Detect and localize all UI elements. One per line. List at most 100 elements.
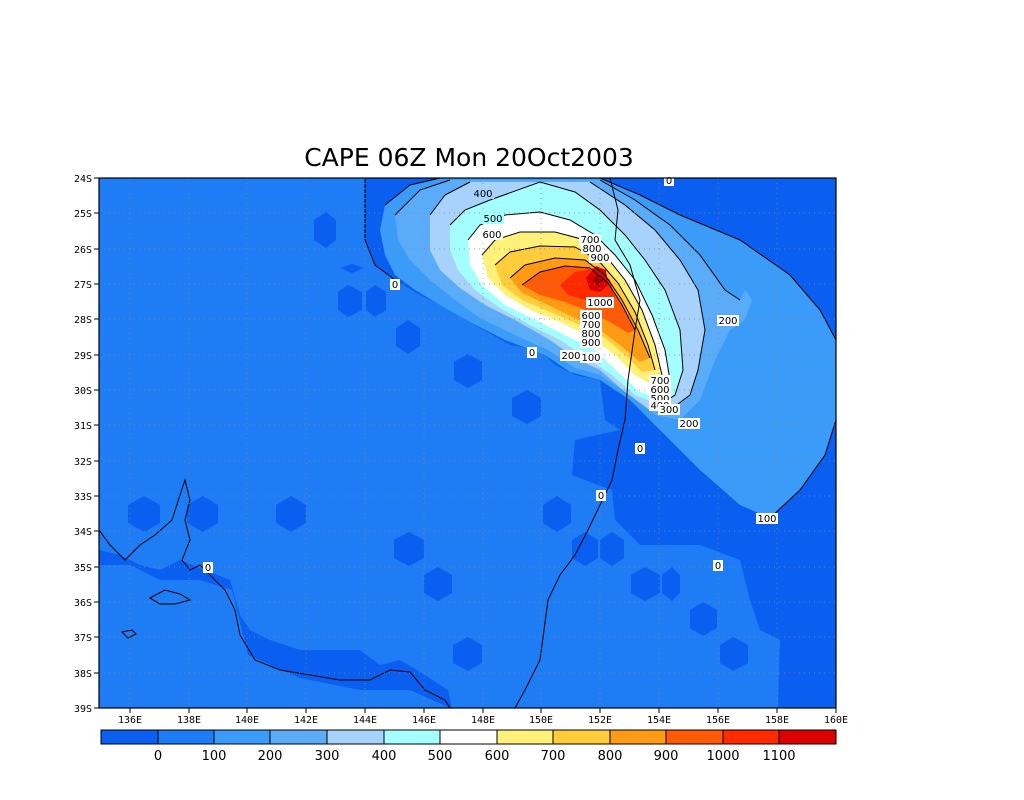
contour-line [769,419,836,519]
svg-text:500: 500 [483,214,502,225]
colorbar-swatch [327,730,384,744]
svg-text:200: 200 [679,419,698,430]
svg-text:900: 900 [590,253,609,264]
lon-label: 154E [647,715,671,726]
lon-label: 146E [412,715,436,726]
lon-label: 160E [824,715,848,726]
svg-text:200: 200 [561,351,580,362]
lat-label: 34S [74,527,92,538]
contour-label: 0 [527,347,537,359]
lon-label: 138E [177,715,201,726]
contour-label: 800 [580,328,602,340]
lat-label: 39S [74,704,92,715]
contour-label: 1000 [586,297,614,309]
svg-text:0: 0 [529,348,535,359]
colorbar-swatch [779,730,836,744]
svg-text:600: 600 [581,311,600,322]
colorbar-swatch [440,730,497,744]
lon-label: 148E [471,715,495,726]
colorbar-label: 700 [541,749,566,764]
contour-label: 900 [589,252,611,264]
lat-label: 38S [74,669,92,680]
svg-text:200: 200 [718,316,737,327]
svg-text:100: 100 [581,353,600,364]
colorbar-swatch [214,730,270,744]
lat-label: 30S [74,386,92,397]
contour-label: 100 [756,513,778,525]
plot-area [99,178,836,708]
colorbar-frame [100,729,837,745]
pocket [276,496,306,532]
contour-labels: 0 400 500 600 700 800 900 1000 600 700 8… [203,176,778,574]
colorbar-swatch [158,730,214,744]
contour-label: 300 [658,404,680,416]
contour-label: 900 [580,337,602,349]
contour-line [394,179,741,301]
pocket [366,285,386,317]
contour-label: 200 [678,418,700,430]
lat-label: 35S [74,563,92,574]
svg-text:600: 600 [482,230,501,241]
contour-label: 600 [481,229,503,241]
svg-text:100: 100 [757,514,776,525]
pocket [631,567,660,601]
contour-label: 800 [581,243,603,255]
colorbar-label: 1000 [706,749,739,764]
lon-labels: 136E 138E 140E 142E 144E 146E 148E 150E … [118,715,848,726]
lat-label: 28S [74,315,92,326]
svg-text:0: 0 [715,561,721,572]
lat-label: 27S [74,280,92,291]
contour-line [384,178,836,341]
colorbar-label: 100 [202,749,227,764]
svg-text:400: 400 [473,189,492,200]
contour-label: 700 [579,234,601,246]
contour-label: 0 [596,490,606,502]
pocket [543,496,571,532]
lon-label: 142E [294,715,318,726]
pocket [720,637,748,671]
svg-text:600: 600 [650,385,669,396]
contour-label: 700 [580,319,602,331]
lat-label: 31S [74,421,92,432]
svg-text:800: 800 [581,329,600,340]
pocket [572,532,598,566]
svg-text:500: 500 [650,394,669,405]
colorbar-swatch [497,730,553,744]
pocket [340,264,364,273]
svg-text:0: 0 [205,563,211,574]
lat-labels: 24S 25S 26S 27S 28S 29S 30S 31S 32S 33S … [74,174,92,715]
pocket [690,602,717,636]
pocket [454,354,482,388]
contour-label: 100 [580,352,602,364]
band-0-100-west [99,178,780,708]
colorbar-label: 900 [654,749,679,764]
colorbar-swatch [553,730,610,744]
island [120,629,137,639]
lat-label: 36S [74,598,92,609]
colorbar-label: 500 [428,749,453,764]
colorbar-swatch [610,730,666,744]
east-coast [514,178,641,708]
pocket [424,567,452,601]
lat-ticks [94,177,99,709]
lon-label: 152E [588,715,612,726]
pocket [600,532,624,566]
lat-label: 32S [74,457,92,468]
colorbar-swatch [270,730,327,744]
pocket [128,496,160,532]
lat-label: 29S [74,351,92,362]
colorbar-swatch [666,730,723,744]
colorbar-swatch [101,730,158,744]
colorbar-label: 1100 [762,749,795,764]
contour-line [521,265,636,331]
lat-label: 26S [74,245,92,256]
pocket [187,496,218,532]
contour-label: 0 [390,279,400,291]
contour-line [449,181,684,406]
lon-label: 158E [765,715,789,726]
contour-label: 700 [649,375,671,387]
pocket [512,390,541,424]
svg-text:0: 0 [637,444,643,455]
